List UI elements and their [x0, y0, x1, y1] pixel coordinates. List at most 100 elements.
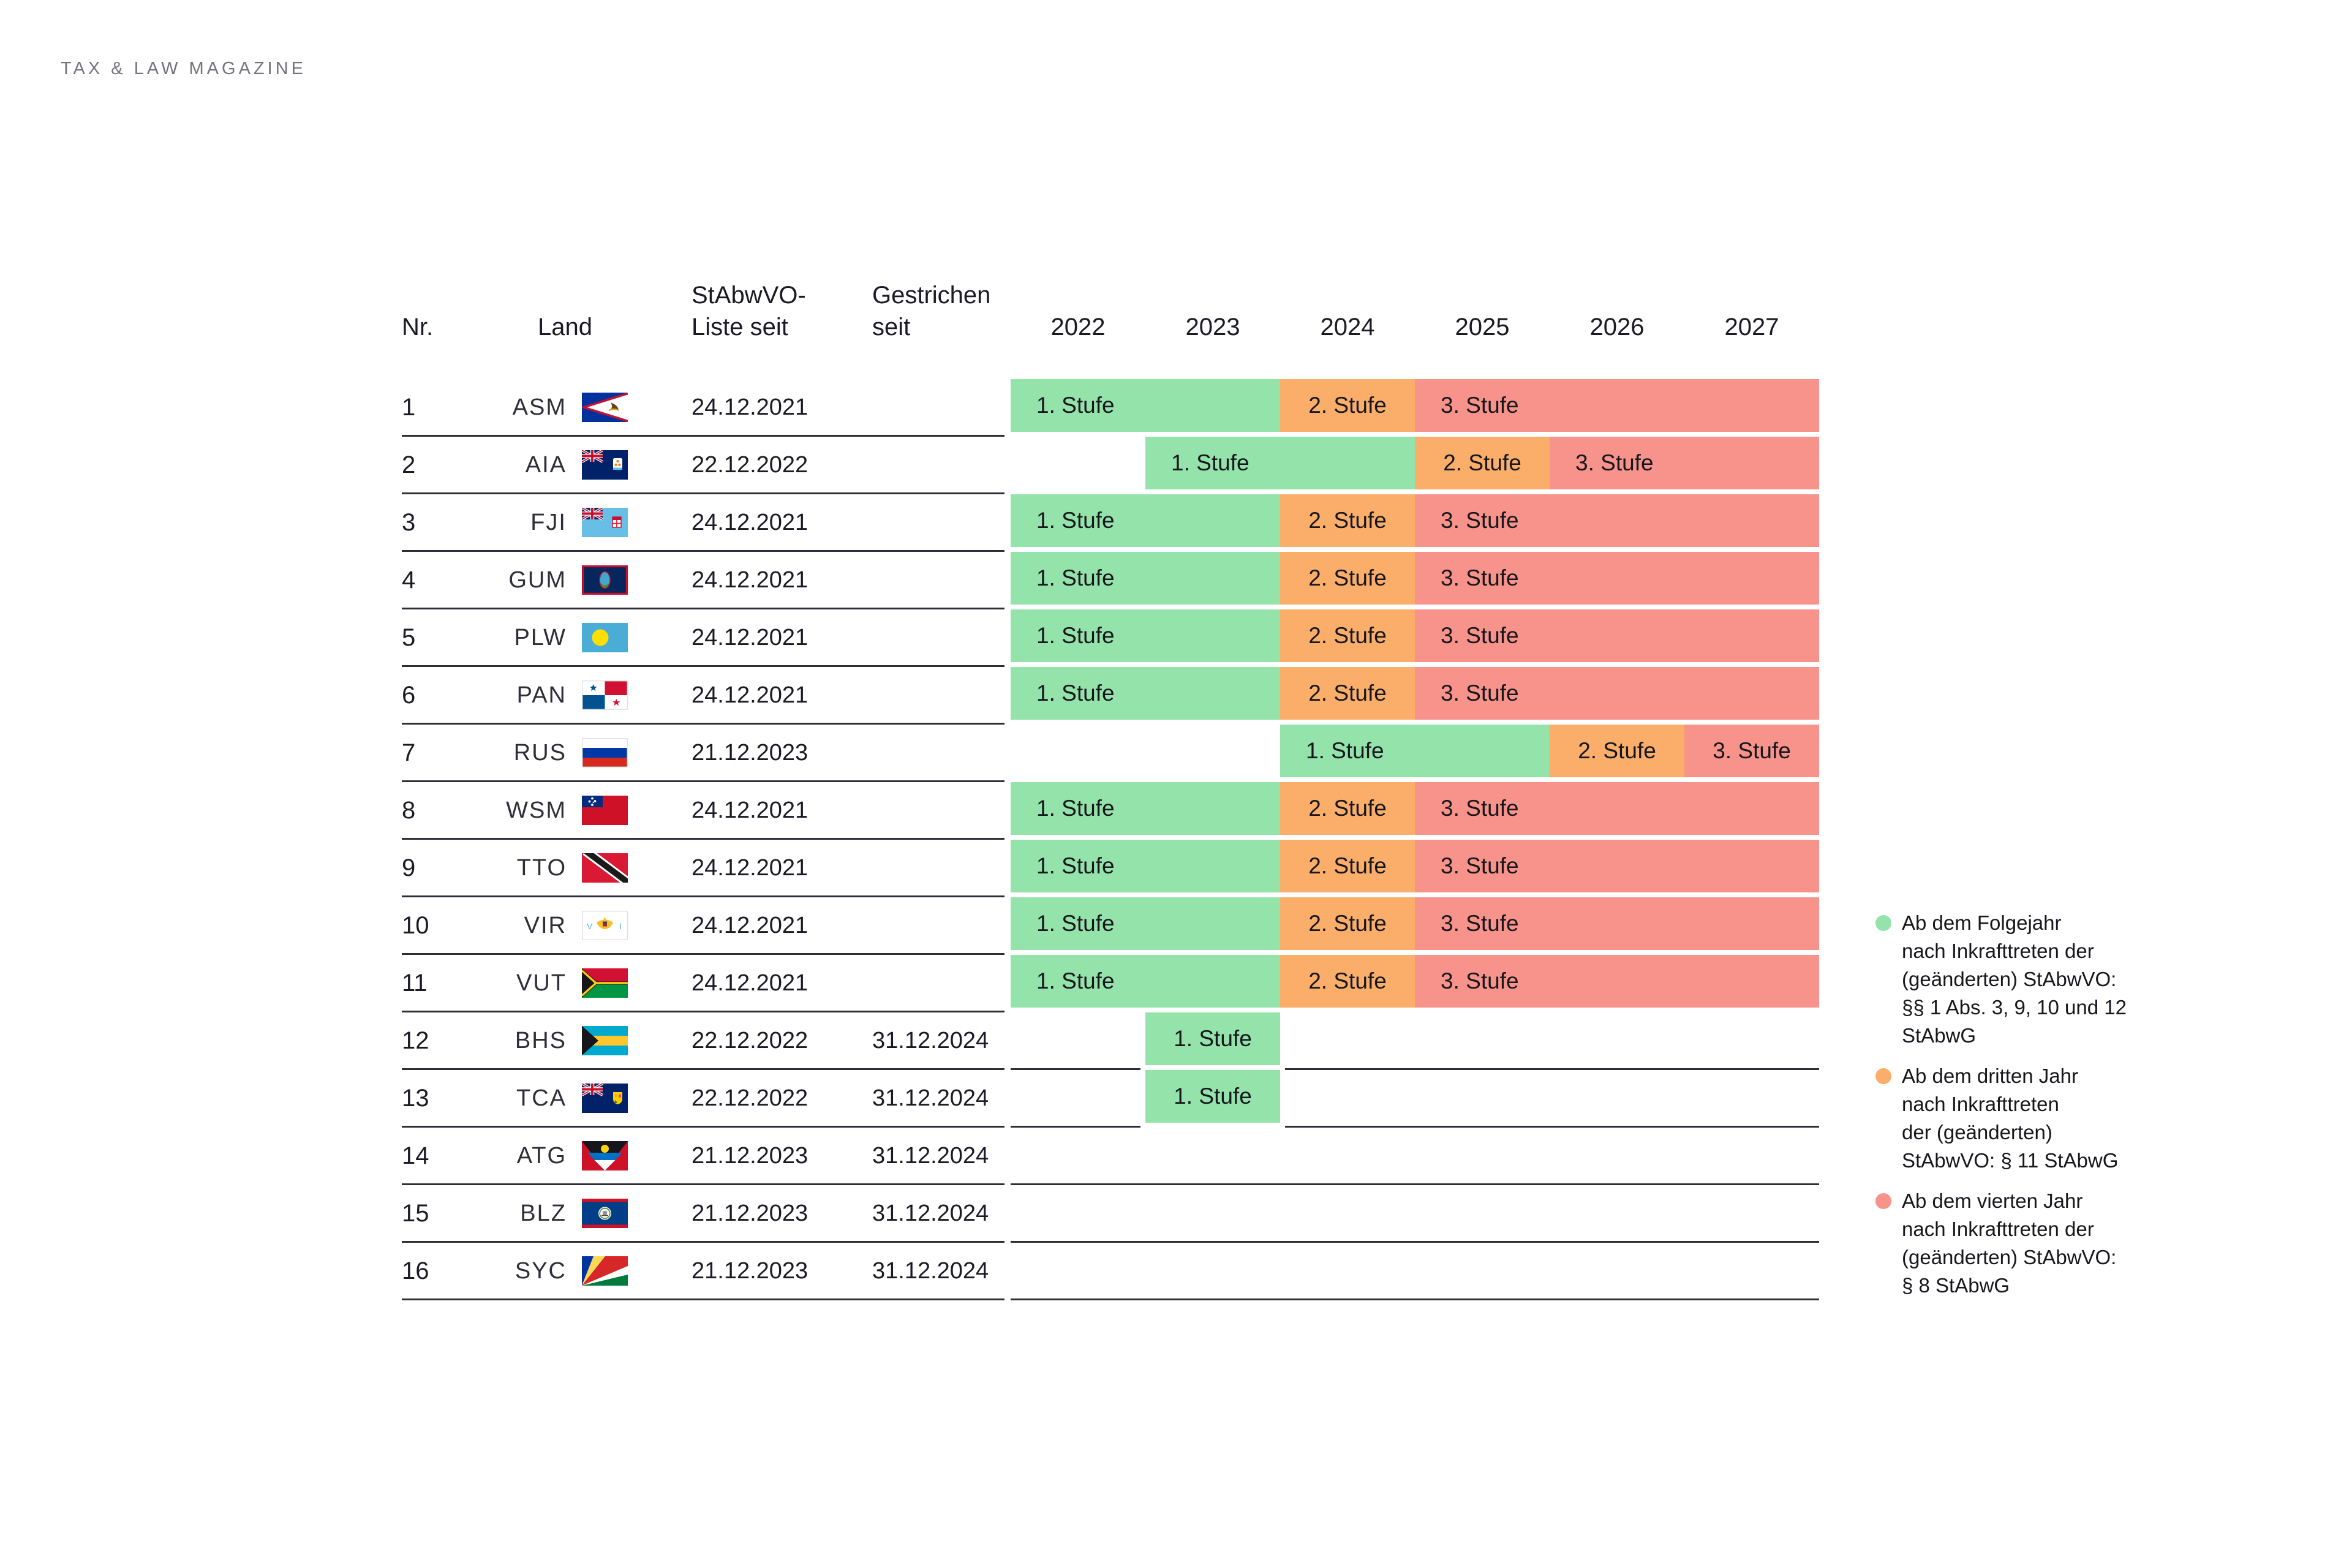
legend-dot-stage1 — [1875, 915, 1891, 931]
stage-bar: 3. Stufe — [1415, 494, 1819, 547]
row-divider — [402, 838, 1005, 840]
timeline-cell: 1. Stufe 2. Stufe 3. Stufe — [1011, 954, 1819, 1012]
stage-bar: 3. Stufe — [1550, 437, 1819, 489]
row-divider — [1011, 1241, 1819, 1243]
liste-seit-date: 21.12.2023 — [692, 1142, 809, 1169]
row-divider — [402, 1183, 1005, 1185]
table-row: 1 ASM 24.12.2021 1. Stufe 2. Stufe 3. Stufe — [402, 379, 1820, 437]
stage-bar: 1. Stufe — [1011, 897, 1280, 950]
table-row: 4 GUM 24.12.2021 1. Stufe 2. Stufe 3. Stufe — [402, 551, 1820, 609]
table-row: 5 PLW 24.12.2021 1. Stufe 2. Stufe 3. Stufe — [402, 609, 1820, 667]
stage-bar: 1. Stufe — [1280, 725, 1550, 777]
timeline-cell: 1. Stufe 2. Stufe 3. Stufe — [1011, 782, 1819, 839]
gestrichen-seit-date: 31.12.2024 — [872, 1257, 989, 1284]
year-headers: 2022 2023 2024 2025 2026 2027 — [1011, 311, 1819, 343]
legend-dot-stage3 — [1875, 1193, 1891, 1209]
row-divider — [402, 953, 1005, 955]
liste-seit-date: 21.12.2023 — [692, 1257, 809, 1284]
legend-item: Ab dem Folgejahr nach Inkrafttreten der (g… — [1875, 909, 2182, 1050]
stage-bar: 2. Stufe — [1280, 782, 1415, 835]
stage-bar: 2. Stufe — [1280, 494, 1415, 547]
row-divider — [402, 723, 1005, 725]
table-row: 14 ATG 21.12.2023 31.12.2024 — [402, 1127, 1820, 1185]
liste-seit-date: 24.12.2021 — [692, 970, 809, 996]
row-divider — [402, 435, 1005, 437]
country-code: FJI — [530, 509, 567, 535]
col-header-year-2025: 2025 — [1455, 314, 1510, 341]
row-nr: 15 — [402, 1199, 429, 1227]
row-nr: 10 — [402, 911, 429, 939]
liste-seit-date: 24.12.2021 — [692, 624, 809, 650]
gestrichen-seit-date: 31.12.2024 — [872, 1085, 989, 1111]
gestrichen-seit-date: 31.12.2024 — [872, 1142, 989, 1169]
country-code: TTO — [516, 854, 567, 881]
row-divider — [1011, 1068, 1140, 1070]
flag-plw — [582, 623, 628, 652]
col-header-land: Land — [538, 314, 592, 341]
row-divider — [402, 608, 1005, 609]
legend: Ab dem Folgejahr nach Inkrafttreten der (g… — [1875, 909, 2182, 1312]
flag-tto — [582, 853, 628, 883]
gestrichen-seit-date — [872, 436, 1011, 494]
stage-bar: 1. Stufe — [1011, 609, 1280, 662]
flag-blz — [582, 1199, 628, 1228]
row-divider — [1011, 1298, 1819, 1300]
col-header-year-2026: 2026 — [1589, 314, 1645, 341]
stage-bar: 1. Stufe — [1011, 379, 1280, 432]
timeline-cell — [1011, 1185, 1819, 1242]
row-divider — [1285, 1068, 1819, 1070]
row-nr: 6 — [402, 681, 416, 709]
flag-wsm — [582, 796, 628, 825]
timeline-cell: 1. Stufe 2. Stufe 3. Stufe — [1011, 551, 1819, 609]
col-header-liste-seit: StAbwVO- Liste seit — [692, 282, 806, 341]
gestrichen-seit-date — [872, 494, 1011, 551]
flag-tca — [582, 1084, 628, 1113]
svg-text:I: I — [619, 921, 622, 931]
stage-bar: 2. Stufe — [1415, 437, 1550, 489]
legend-dot-stage2 — [1875, 1068, 1891, 1084]
timeline-cell: 1. Stufe 2. Stufe 3. Stufe — [1011, 724, 1819, 782]
gestrichen-seit-date — [872, 897, 1011, 954]
row-divider — [402, 1241, 1005, 1243]
flag-vut — [582, 968, 628, 998]
row-nr: 5 — [402, 624, 416, 651]
stage-bar: 1. Stufe — [1011, 955, 1280, 1008]
gestrichen-seit-date — [872, 782, 1011, 839]
country-code: SYC — [514, 1257, 567, 1284]
flag-syc — [582, 1256, 628, 1286]
table-row: 12 BHS 22.12.2022 31.12.2024 1. Stufe — [402, 1012, 1820, 1070]
liste-seit-date: 21.12.2023 — [692, 1200, 809, 1226]
country-code: ASM — [512, 394, 567, 420]
country-code: ATG — [516, 1142, 567, 1169]
liste-seit-date: 21.12.2023 — [692, 739, 809, 766]
stage-bar: 3. Stufe — [1415, 379, 1819, 432]
row-divider — [1011, 1183, 1819, 1185]
timeline-cell: 1. Stufe — [1011, 1012, 1819, 1069]
row-nr: 8 — [402, 796, 416, 824]
table-row: 16 SYC 21.12.2023 31.12.2024 — [402, 1242, 1820, 1300]
row-nr: 7 — [402, 739, 416, 766]
flag-rus — [582, 738, 628, 767]
row-nr: 12 — [402, 1027, 429, 1054]
legend-item: Ab dem dritten Jahr nach Inkrafttreten der… — [1875, 1062, 2182, 1175]
col-header-nr: Nr. — [402, 314, 434, 341]
stage-bar: 2. Stufe — [1280, 379, 1415, 432]
timeline-cell — [1011, 1127, 1819, 1185]
row-divider — [402, 1011, 1005, 1012]
timeline-cell: 1. Stufe 2. Stufe 3. Stufe — [1011, 839, 1819, 897]
magazine-logo: TAX & LAW MAGAZINE — [61, 59, 306, 78]
liste-seit-date: 24.12.2021 — [692, 854, 809, 881]
timeline-cell — [1011, 1242, 1819, 1300]
stage-bar: 3. Stufe — [1415, 552, 1819, 605]
stage-bar: 1. Stufe — [1011, 552, 1280, 605]
country-code: VIR — [524, 912, 567, 938]
country-code: PAN — [516, 682, 567, 708]
col-header-year-2027: 2027 — [1724, 314, 1779, 341]
row-nr: 11 — [402, 969, 428, 997]
col-header-year-2024: 2024 — [1320, 314, 1375, 341]
stage-bar: 2. Stufe — [1280, 667, 1415, 720]
table-body: 1 ASM 24.12.2021 1. Stufe 2. Stufe 3. Stufe 2 A… — [402, 379, 1820, 1300]
row-nr: 16 — [402, 1257, 429, 1284]
legend-text: Ab dem Folgejahr nach Inkrafttreten der (g… — [1902, 911, 2127, 1047]
liste-seit-date: 24.12.2021 — [692, 912, 809, 938]
